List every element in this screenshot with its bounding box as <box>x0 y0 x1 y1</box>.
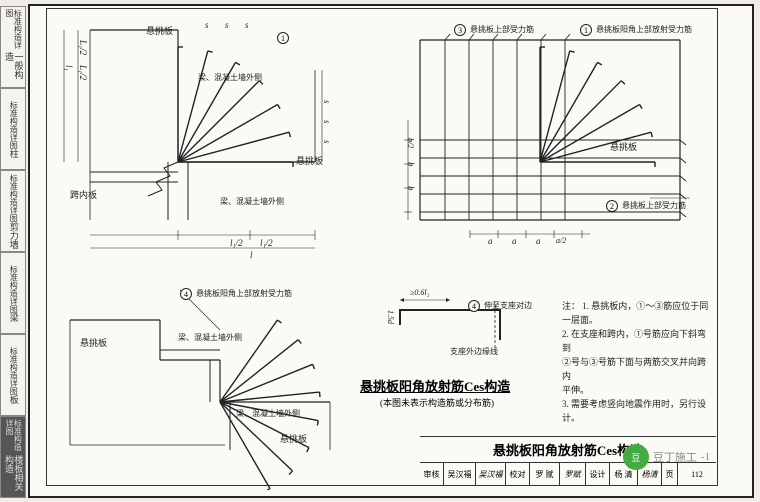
note-2b: ②号与③号筋下面与两筋交叉并向跨内 <box>562 357 706 381</box>
dim-b1: b <box>406 186 416 191</box>
tb-sig2: 罗赋 <box>560 463 586 485</box>
dim-sr2: s <box>322 120 332 124</box>
dim-sr3: s <box>322 140 332 144</box>
tb-审核: 审核 <box>420 463 444 485</box>
circ-4-sec: 4 <box>468 300 480 312</box>
lbl-t3: 悬挑板上部受力筋 <box>470 24 534 35</box>
lbl-t1: 悬挑板阳角上部放射受力筋 <box>596 24 692 35</box>
lbl-t2: 悬挑板上部受力筋 <box>622 200 686 211</box>
title-main-under: 悬挑板阳角放射筋Ces构造 <box>360 376 510 395</box>
tab-column[interactable]: 标准构造详图柱 <box>0 88 26 170</box>
lbl-beam-bl1: 梁、混凝土墙外侧 <box>178 332 242 343</box>
lbl-cant-bl2: 悬挑板 <box>280 432 307 445</box>
lbl-beam1-tl: 梁、混凝土墙外侧 <box>198 72 262 83</box>
lbl-sec-len: ≥0.6l₂ <box>410 288 429 297</box>
tab-beam[interactable]: 标准构造详图梁 <box>0 252 26 334</box>
dim-lb2: l₁/2 <box>260 238 273 248</box>
dim-a1: a <box>488 236 493 246</box>
lbl-beam-bl2: 梁、混凝土墙外侧 <box>236 408 300 419</box>
wm-logo-icon: 豆 <box>623 444 649 470</box>
drawing-area: 悬挑板 跨内板 梁、混凝土墙外侧 梁、混凝土墙外侧 1 s s s L₁/2 L… <box>50 10 714 484</box>
tb-name1: 吴汉福 <box>444 463 476 485</box>
diagram-bottom-left <box>50 280 360 490</box>
dim-a3: a <box>536 236 541 246</box>
lbl-sec-h: 1.5d <box>386 310 395 324</box>
circ-1-tr: 1 <box>580 24 592 36</box>
watermark: 豆 豆丁施工 -1 <box>623 444 710 470</box>
lbl-cant-tr: 悬挑板 <box>610 140 637 153</box>
dim-a4: a/2 <box>556 236 566 245</box>
circ-4-bl: 4 <box>180 288 192 300</box>
dim-lb3: l <box>250 250 253 260</box>
circ-2-tr: 2 <box>606 200 618 212</box>
wm-suffix: -1 <box>701 451 710 463</box>
tb-校对: 校对 <box>506 463 530 485</box>
lbl-sec-ext: 伸至支座对边 <box>484 300 532 311</box>
circ-1-tl: 1 <box>277 32 289 44</box>
lbl-sec-edge: 支座外边缘线 <box>450 346 498 357</box>
note-1: 1. 悬挑板内，①～③筋应位于同一层面。 <box>562 301 708 325</box>
diagram-top-right <box>390 10 710 260</box>
note-3: 3. 需要考虑竖向地震作用时，另行设计。 <box>562 399 706 423</box>
lbl-cant-bl1: 悬挑板 <box>80 336 107 349</box>
lbl-beam2-tl: 梁、混凝土墙外侧 <box>220 196 284 207</box>
lbl-cantilever-tl: 悬挑板 <box>146 24 173 37</box>
dim-b3: b/2 <box>406 138 415 148</box>
tab-shearwall[interactable]: 标准构造详图剪力墙 <box>0 170 26 252</box>
dim-s2: s <box>225 20 229 30</box>
tb-设计: 设计 <box>586 463 610 485</box>
dim-lb1: l₁/2 <box>230 238 243 248</box>
tab-slab[interactable]: 标准构造详图板 <box>0 334 26 416</box>
dim-l1: l₁ <box>64 65 74 71</box>
wm-brand: 豆丁施工 <box>653 449 697 465</box>
diagram-top-left <box>50 10 360 260</box>
dim-lv: L₁/2 <box>78 65 88 80</box>
tb-sig1: 吴汉福 <box>476 463 506 485</box>
dim-s1: s <box>205 20 209 30</box>
lbl-span-tl: 跨内板 <box>70 188 97 201</box>
dim-b2: b <box>406 162 416 167</box>
note-2c: 平伸。 <box>562 385 589 395</box>
tab-general[interactable]: 标准构造详图一般构造 <box>0 6 26 88</box>
dim-sr1: s <box>322 100 332 104</box>
note-2a: 2. 在支座和跨内，①号筋应向下斜弯到 <box>562 329 706 353</box>
title-sub-under: (本图未表示构造筋或分布筋) <box>380 396 494 409</box>
lbl-cant-r-tl: 悬挑板 <box>296 154 323 167</box>
tab-slab-related[interactable]: 标准构造详图楼板相关构造 <box>0 416 26 498</box>
dim-s3: s <box>245 20 249 30</box>
notes-prefix: 注： <box>562 301 580 311</box>
notes-block: 注： 1. 悬挑板内，①～③筋应位于同一层面。 2. 在支座和跨内，①号筋应向下… <box>562 300 712 425</box>
tb-name2: 罗 赋 <box>530 463 560 485</box>
dim-a2: a <box>512 236 517 246</box>
circ-3-tr: 3 <box>454 24 466 36</box>
lbl-t4: 悬挑板阳角上部放射受力筋 <box>196 288 292 299</box>
sidebar-nav: 标准构造详图一般构造 标准构造详图柱 标准构造详图剪力墙 标准构造详图梁 标准构… <box>0 6 26 498</box>
dim-lv2: L₁/2 <box>78 40 88 55</box>
